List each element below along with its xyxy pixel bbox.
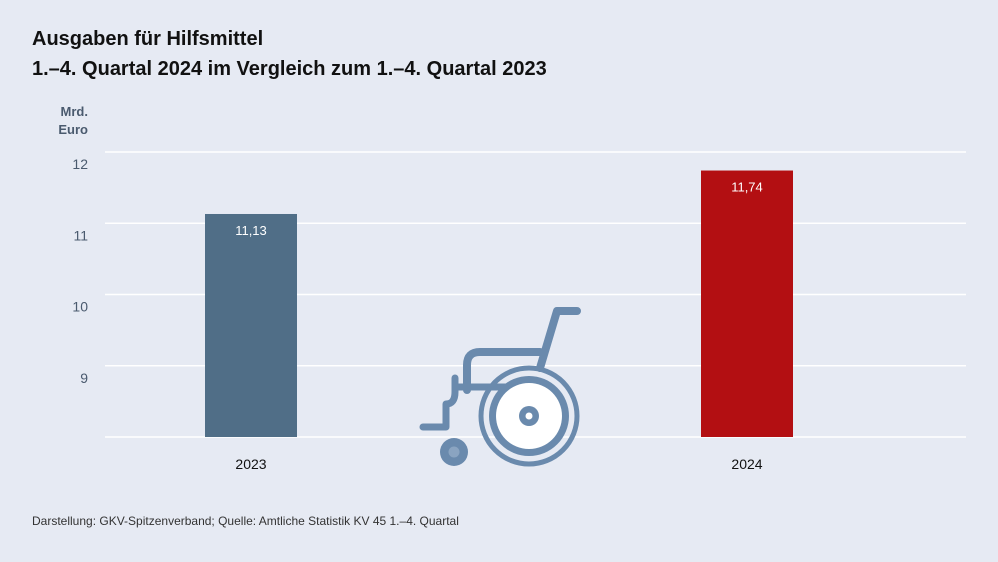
value-label: 11,13 <box>235 223 267 238</box>
y-axis-unit-line2: Euro <box>58 122 88 137</box>
wheelchair-icon <box>419 307 581 467</box>
x-category-label: 2023 <box>235 456 266 472</box>
value-label: 11,74 <box>731 180 763 195</box>
chart-title: Ausgaben für Hilfsmittel 1.–4. Quartal 2… <box>32 24 547 84</box>
y-tick-label: 10 <box>72 299 88 315</box>
y-tick-label: 12 <box>72 156 88 172</box>
bar-2024 <box>701 170 793 437</box>
bar-2023 <box>205 213 297 437</box>
labels: 9 10 11 12 11,13 2023 11,74 2024 <box>72 156 762 472</box>
y-axis-unit: Mrd. Euro <box>32 103 88 139</box>
y-axis-unit-line1: Mrd. <box>60 104 88 119</box>
bars <box>205 170 793 437</box>
chart-title-line1: Ausgaben für Hilfsmittel <box>32 28 264 50</box>
x-category-label: 2024 <box>731 456 762 472</box>
y-tick-label: 11 <box>73 227 88 243</box>
chart-title-line2: 1.–4. Quartal 2024 im Vergleich zum 1.–4… <box>32 58 547 80</box>
source-note: Darstellung: GKV-Spitzenverband; Quelle:… <box>32 514 459 528</box>
y-tick-label: 9 <box>80 370 88 386</box>
